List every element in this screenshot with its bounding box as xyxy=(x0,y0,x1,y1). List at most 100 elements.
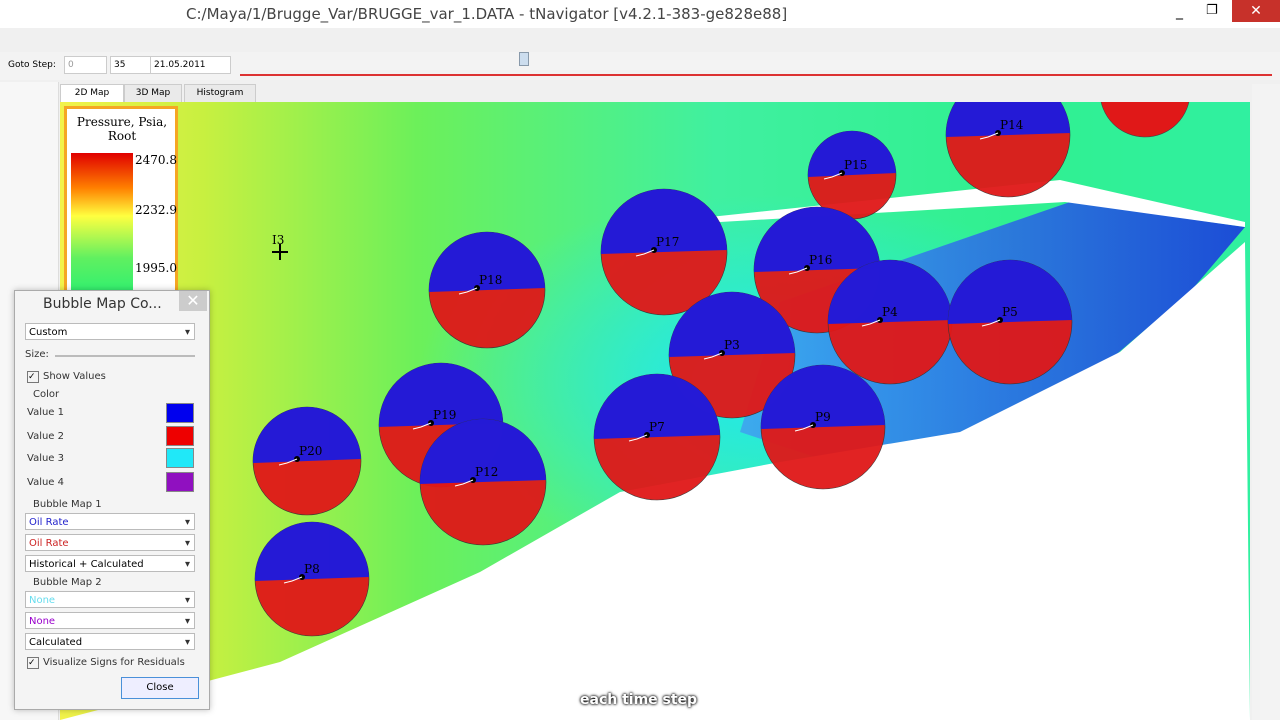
map-view[interactable]: P14 P15 P17 P18 P16 P4 P5 P3 P19 P12 P20 P7 P9 P8 I3 xyxy=(60,102,1250,720)
well-trajectory xyxy=(979,132,999,140)
title-bar: C:/Maya/1/Brugge_Var/BRUGGE_var_1.DATA -… xyxy=(0,0,1280,28)
color-item: Value 3 xyxy=(27,453,65,464)
bubble-upper xyxy=(593,373,720,439)
color-swatch[interactable] xyxy=(166,426,194,446)
well-trajectory xyxy=(458,287,478,295)
well-label: P9 xyxy=(815,410,831,424)
well-trajectory xyxy=(635,249,655,257)
date-input[interactable]: 21.05.2011 xyxy=(150,56,231,74)
well-label: P3 xyxy=(724,338,740,352)
well-label: P20 xyxy=(299,444,322,458)
select[interactable]: None xyxy=(25,591,195,609)
size-slider[interactable] xyxy=(55,355,195,357)
dialog: Bubble Map Co... ✕ Custom Size: Show Val… xyxy=(14,290,210,710)
well-trajectory xyxy=(628,434,648,442)
subtitle: each time step xyxy=(580,692,698,708)
well-label: P15 xyxy=(844,158,867,172)
well-trajectory xyxy=(861,319,881,327)
well-trajectory xyxy=(278,458,298,466)
well-trajectory xyxy=(703,352,723,360)
bubble-upper xyxy=(428,231,545,292)
color-item: Value 1 xyxy=(27,407,65,418)
well-label: P5 xyxy=(1002,305,1018,319)
bubble xyxy=(1100,102,1190,138)
color-swatch[interactable] xyxy=(166,472,194,492)
toolbar: Goto Step: 0 35 21.05.2011 xyxy=(0,52,1280,80)
well-label: P12 xyxy=(475,465,498,479)
well-label: P16 xyxy=(809,253,832,267)
bubble-upper xyxy=(807,130,896,177)
minimize-button[interactable]: _ xyxy=(1176,4,1183,20)
group-label: Bubble Map 1 xyxy=(33,499,102,510)
bubble-upper xyxy=(254,521,369,581)
well-trajectory xyxy=(823,172,843,180)
timeline[interactable] xyxy=(240,74,1272,76)
well-trajectory xyxy=(283,576,303,584)
bubble-upper xyxy=(252,406,361,463)
checkbox[interactable]: ✓ xyxy=(27,657,39,669)
step-input[interactable]: 35 xyxy=(110,56,151,74)
close-window-button[interactable]: ✕ xyxy=(1232,0,1280,22)
tab[interactable]: 2D Map xyxy=(60,84,124,103)
select[interactable]: Historical + Calculated xyxy=(25,555,195,573)
goto-label: Goto Step: xyxy=(8,60,56,70)
legend-label: 2232.9 xyxy=(135,203,177,217)
bubble-upper xyxy=(419,418,546,484)
bubble-upper xyxy=(827,259,952,324)
inactive-region xyxy=(710,180,1245,227)
tab[interactable]: 3D Map xyxy=(124,84,182,103)
bubble-upper xyxy=(668,291,795,357)
color-swatch[interactable] xyxy=(166,448,194,468)
legend-label: 2470.8 xyxy=(135,153,177,167)
well-trajectory xyxy=(788,267,808,275)
bubble-upper xyxy=(378,362,503,427)
group-label: Bubble Map 2 xyxy=(33,577,102,588)
timeline-handle[interactable] xyxy=(519,52,529,66)
color-item: Value 4 xyxy=(27,477,65,488)
right-toolbar xyxy=(1252,84,1280,720)
tab[interactable]: Histogram xyxy=(184,84,256,103)
select[interactable]: None xyxy=(25,612,195,630)
well-label: I3 xyxy=(272,233,284,247)
select[interactable]: Oil Rate xyxy=(25,513,195,531)
group-label: Color xyxy=(33,389,60,400)
bubble-upper xyxy=(945,102,1070,137)
legend-colorbar xyxy=(71,153,133,293)
well-label: P17 xyxy=(656,235,679,249)
residuals-checkbox[interactable]: Visualize Signs for Residuals xyxy=(43,657,185,668)
maximize-button[interactable]: ❐ xyxy=(1206,3,1218,18)
legend-title: Pressure, Psia, Root xyxy=(76,115,168,143)
well-label: P18 xyxy=(479,273,502,287)
legend-label: 1995.0 xyxy=(135,261,177,275)
well-label: P8 xyxy=(304,562,320,576)
well-trajectory xyxy=(981,319,1001,327)
window-title: C:/Maya/1/Brugge_Var/BRUGGE_var_1.DATA -… xyxy=(186,5,788,23)
bubble-upper xyxy=(600,188,727,254)
bubble-upper xyxy=(947,259,1072,324)
close-button[interactable]: Close xyxy=(121,677,199,699)
well-trajectory xyxy=(794,424,814,432)
inactive-region xyxy=(60,242,1250,720)
well-label: P7 xyxy=(649,420,665,434)
well-label: P14 xyxy=(1000,118,1024,132)
well-trajectory xyxy=(454,479,474,487)
bubble-upper xyxy=(760,364,885,429)
color-swatch[interactable] xyxy=(166,403,194,423)
legend: Pressure, Psia, Root 2470.8 2232.9 1995.… xyxy=(64,106,178,296)
well-trajectory xyxy=(412,422,432,430)
injector-marker xyxy=(272,244,288,260)
dialog-close-x[interactable]: ✕ xyxy=(179,291,207,311)
dialog-title: Bubble Map Co... xyxy=(43,296,162,312)
select[interactable]: Oil Rate xyxy=(25,534,195,552)
show-values-checkbox[interactable]: Show Values xyxy=(43,371,106,382)
well-label: P19 xyxy=(433,408,456,422)
checkbox[interactable]: ✓ xyxy=(27,371,39,383)
color-item: Value 2 xyxy=(27,431,65,442)
select[interactable]: Calculated xyxy=(25,633,195,651)
bubble-upper xyxy=(753,206,880,272)
well-label: P4 xyxy=(882,305,898,319)
preset-select[interactable]: Custom xyxy=(25,323,195,341)
size-label: Size: xyxy=(25,349,49,360)
step-from-input[interactable]: 0 xyxy=(64,56,107,74)
